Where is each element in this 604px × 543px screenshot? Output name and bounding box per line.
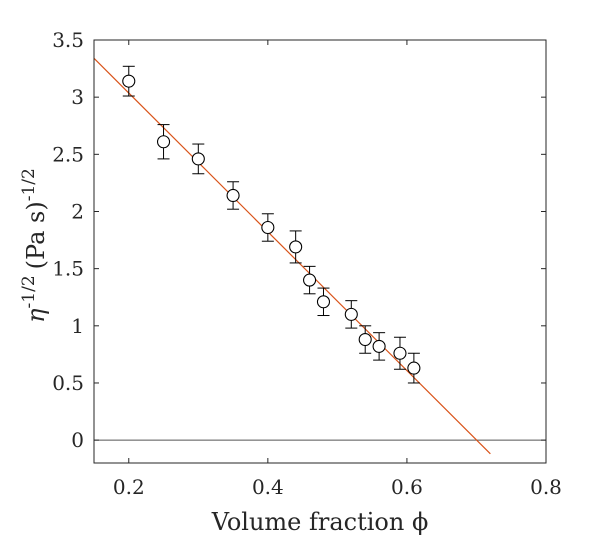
y-axis-label: η-1/2(Pa s)-1/2: [19, 168, 50, 323]
data-marker: [316, 295, 331, 309]
y-tick-label: 3: [71, 85, 84, 109]
plot-frame: [93, 39, 547, 464]
data-marker: [372, 339, 386, 353]
x-tick-label: 0.2: [113, 475, 145, 499]
data-marker: [393, 346, 407, 360]
fit-line: [94, 57, 491, 455]
data-marker: [358, 332, 372, 347]
data-point: [316, 287, 331, 317]
data-marker: [226, 188, 240, 203]
x-axis-label: Volume fraction ϕ: [211, 508, 429, 536]
data-marker: [156, 135, 171, 149]
y-tick-label: 0.5: [52, 371, 84, 395]
data-point: [226, 181, 240, 210]
data-point: [358, 325, 372, 354]
y-tick-label: 0: [71, 428, 84, 452]
data-point: [372, 332, 386, 361]
data-marker: [407, 361, 421, 375]
data-point: [407, 352, 421, 384]
data-point: [303, 265, 317, 295]
y-tick-label: 1: [71, 314, 84, 338]
data-point: [261, 213, 275, 242]
x-tick-label: 0.6: [391, 475, 423, 499]
y-tick-label: 2: [71, 199, 84, 223]
y-tick-label: 1.5: [52, 257, 84, 281]
data-point: [156, 124, 171, 160]
data-point: [289, 230, 303, 264]
data-point: [122, 65, 136, 97]
data-point: [393, 336, 407, 370]
data-point: [344, 300, 358, 329]
data-marker: [303, 273, 317, 287]
data-marker: [122, 74, 136, 88]
data-marker: [289, 240, 303, 254]
data-point: [191, 143, 205, 175]
data-marker: [261, 220, 275, 235]
x-tick-label: 0.8: [530, 475, 562, 499]
data-marker: [344, 307, 358, 321]
y-tick-label: 3.5: [52, 28, 84, 52]
x-tick-label: 0.4: [252, 475, 284, 499]
data-marker: [191, 152, 205, 166]
y-tick-label: 2.5: [52, 142, 84, 166]
